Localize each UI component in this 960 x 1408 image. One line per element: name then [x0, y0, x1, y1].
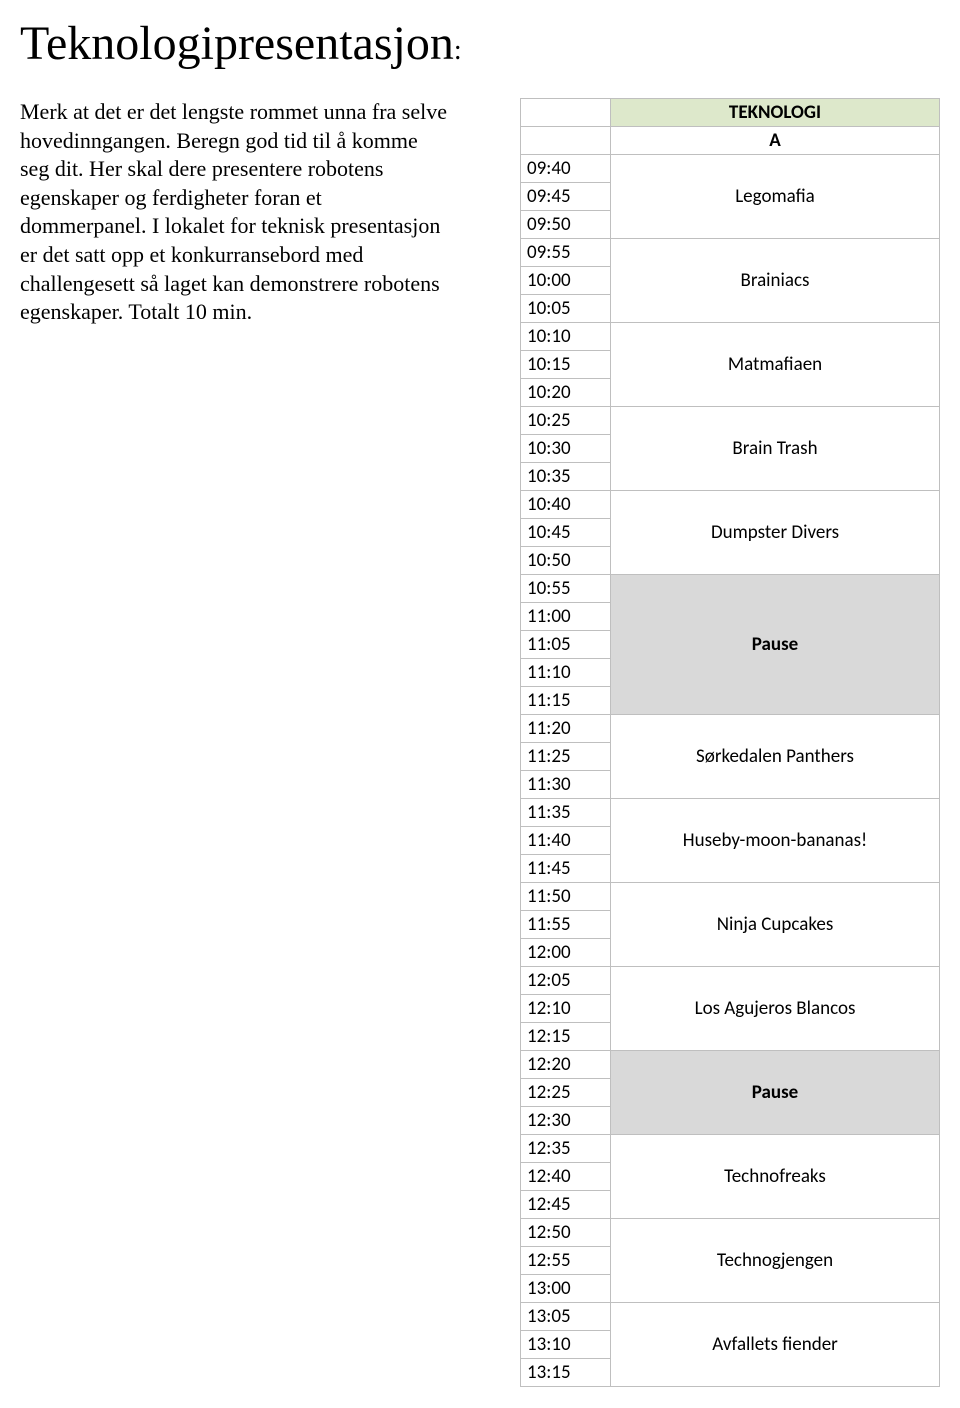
time-cell: 11:55 — [521, 911, 611, 939]
schedule-slot: Pause — [611, 575, 940, 715]
time-cell: 11:20 — [521, 715, 611, 743]
time-cell: 10:20 — [521, 379, 611, 407]
time-cell: 12:35 — [521, 1135, 611, 1163]
time-cell: 10:40 — [521, 491, 611, 519]
schedule-slot: Brainiacs — [611, 239, 940, 323]
time-cell: 12:25 — [521, 1079, 611, 1107]
time-cell: 09:50 — [521, 211, 611, 239]
table-corner-cell — [521, 127, 611, 155]
time-cell: 11:00 — [521, 603, 611, 631]
schedule-slot: Legomafia — [611, 155, 940, 239]
table-row: 10:40Dumpster Divers — [521, 491, 940, 519]
time-cell: 10:05 — [521, 295, 611, 323]
time-cell: 11:40 — [521, 827, 611, 855]
time-cell: 09:55 — [521, 239, 611, 267]
time-cell: 10:00 — [521, 267, 611, 295]
time-cell: 11:35 — [521, 799, 611, 827]
schedule-slot: Dumpster Divers — [611, 491, 940, 575]
table-row: 12:50Technogjengen — [521, 1219, 940, 1247]
time-cell: 12:30 — [521, 1107, 611, 1135]
time-cell: 10:10 — [521, 323, 611, 351]
time-cell: 10:25 — [521, 407, 611, 435]
table-row: 11:20Sørkedalen Panthers — [521, 715, 940, 743]
time-cell: 10:35 — [521, 463, 611, 491]
table-row: 10:55Pause — [521, 575, 940, 603]
time-cell: 12:40 — [521, 1163, 611, 1191]
time-cell: 12:05 — [521, 967, 611, 995]
schedule-slot: Huseby-moon-bananas! — [611, 799, 940, 883]
time-cell: 10:55 — [521, 575, 611, 603]
table-row: 11:50Ninja Cupcakes — [521, 883, 940, 911]
table-row: 10:25Brain Trash — [521, 407, 940, 435]
time-cell: 13:10 — [521, 1331, 611, 1359]
table-corner-cell — [521, 99, 611, 127]
time-cell: 13:00 — [521, 1275, 611, 1303]
table-row: 12:35Technofreaks — [521, 1135, 940, 1163]
schedule-slot: Brain Trash — [611, 407, 940, 491]
table-row: 12:05Los Agujeros Blancos — [521, 967, 940, 995]
table-header-row: TEKNOLOGI — [521, 99, 940, 127]
schedule-slot: Los Agujeros Blancos — [611, 967, 940, 1051]
table-header-a: A — [611, 127, 940, 155]
schedule-slot: Avfallets fiender — [611, 1303, 940, 1387]
time-cell: 12:55 — [521, 1247, 611, 1275]
description-paragraph: Merk at det er det lengste rommet unna f… — [20, 98, 450, 327]
time-cell: 10:45 — [521, 519, 611, 547]
title-colon: : — [454, 35, 462, 66]
schedule-slot: Technofreaks — [611, 1135, 940, 1219]
title-block: Teknologipresentasjon: — [20, 20, 920, 68]
page-title: Teknologipresentasjon — [20, 17, 454, 70]
schedule-slot: Ninja Cupcakes — [611, 883, 940, 967]
schedule-table: TEKNOLOGI A 09:40Legomafia09:4509:5009:5… — [520, 98, 940, 1387]
time-cell: 12:50 — [521, 1219, 611, 1247]
schedule-slot: Pause — [611, 1051, 940, 1135]
schedule-slot: Technogjengen — [611, 1219, 940, 1303]
time-cell: 11:30 — [521, 771, 611, 799]
time-cell: 10:50 — [521, 547, 611, 575]
time-cell: 11:10 — [521, 659, 611, 687]
table-row: 09:55Brainiacs — [521, 239, 940, 267]
table-row: 09:40Legomafia — [521, 155, 940, 183]
time-cell: 13:05 — [521, 1303, 611, 1331]
table-row: 10:10Matmafiaen — [521, 323, 940, 351]
time-cell: 12:10 — [521, 995, 611, 1023]
time-cell: 12:20 — [521, 1051, 611, 1079]
time-cell: 12:00 — [521, 939, 611, 967]
time-cell: 11:25 — [521, 743, 611, 771]
time-cell: 09:45 — [521, 183, 611, 211]
time-cell: 11:50 — [521, 883, 611, 911]
time-cell: 11:45 — [521, 855, 611, 883]
table-row: 13:05Avfallets fiender — [521, 1303, 940, 1331]
time-cell: 11:15 — [521, 687, 611, 715]
time-cell: 11:05 — [521, 631, 611, 659]
schedule-slot: Matmafiaen — [611, 323, 940, 407]
time-cell: 12:45 — [521, 1191, 611, 1219]
schedule-slot: Sørkedalen Panthers — [611, 715, 940, 799]
table-row: 12:20Pause — [521, 1051, 940, 1079]
time-cell: 12:15 — [521, 1023, 611, 1051]
table-header-teknologi: TEKNOLOGI — [611, 99, 940, 127]
time-cell: 10:30 — [521, 435, 611, 463]
time-cell: 13:15 — [521, 1359, 611, 1387]
time-cell: 10:15 — [521, 351, 611, 379]
time-cell: 09:40 — [521, 155, 611, 183]
table-row: 11:35Huseby-moon-bananas! — [521, 799, 940, 827]
table-subheader-row: A — [521, 127, 940, 155]
